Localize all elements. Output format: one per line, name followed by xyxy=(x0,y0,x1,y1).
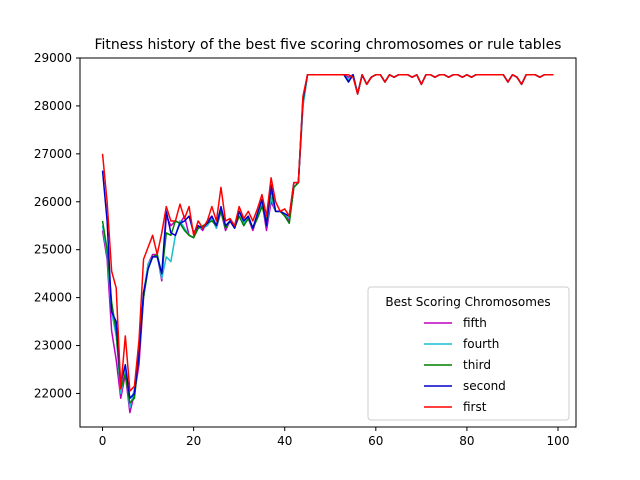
legend: Best Scoring Chromosomes fifth fourth thir… xyxy=(367,286,570,421)
y-tick-label: 24000 xyxy=(34,291,72,305)
x-tick-label: 60 xyxy=(368,434,383,448)
x-tick-label: 0 xyxy=(99,434,107,448)
series-line-first xyxy=(101,74,554,392)
x-axis: 0 20 40 60 80 100 xyxy=(99,427,570,448)
y-tick-label: 26000 xyxy=(34,195,72,209)
legend-items: fifth fourth third second first xyxy=(424,316,506,414)
y-tick-label: 23000 xyxy=(34,339,72,353)
x-tick-label: 100 xyxy=(547,434,570,448)
legend-box xyxy=(367,286,570,421)
legend-label-second: second xyxy=(463,379,506,393)
legend-label-fourth: fourth xyxy=(463,337,499,351)
y-tick-label: 29000 xyxy=(34,51,72,65)
y-tick-label: 22000 xyxy=(34,386,72,400)
y-axis: 22000 23000 24000 25000 26000 27000 28000 29000 xyxy=(34,51,80,400)
y-tick-label: 28000 xyxy=(34,99,72,113)
legend-label-third: third xyxy=(463,358,491,372)
x-tick-label: 40 xyxy=(277,434,292,448)
legend-label-fifth: fifth xyxy=(463,316,487,330)
y-tick-label: 25000 xyxy=(34,243,72,257)
axes-frame xyxy=(79,57,577,428)
x-tick-label: 20 xyxy=(186,434,201,448)
plot-area xyxy=(101,74,554,414)
legend-label-first: first xyxy=(463,400,487,414)
y-tick-label: 27000 xyxy=(34,147,72,161)
chart-title: Fitness history of the best five scoring… xyxy=(95,37,562,53)
legend-title: Best Scoring Chromosomes xyxy=(385,295,550,309)
x-tick-label: 80 xyxy=(459,434,474,448)
